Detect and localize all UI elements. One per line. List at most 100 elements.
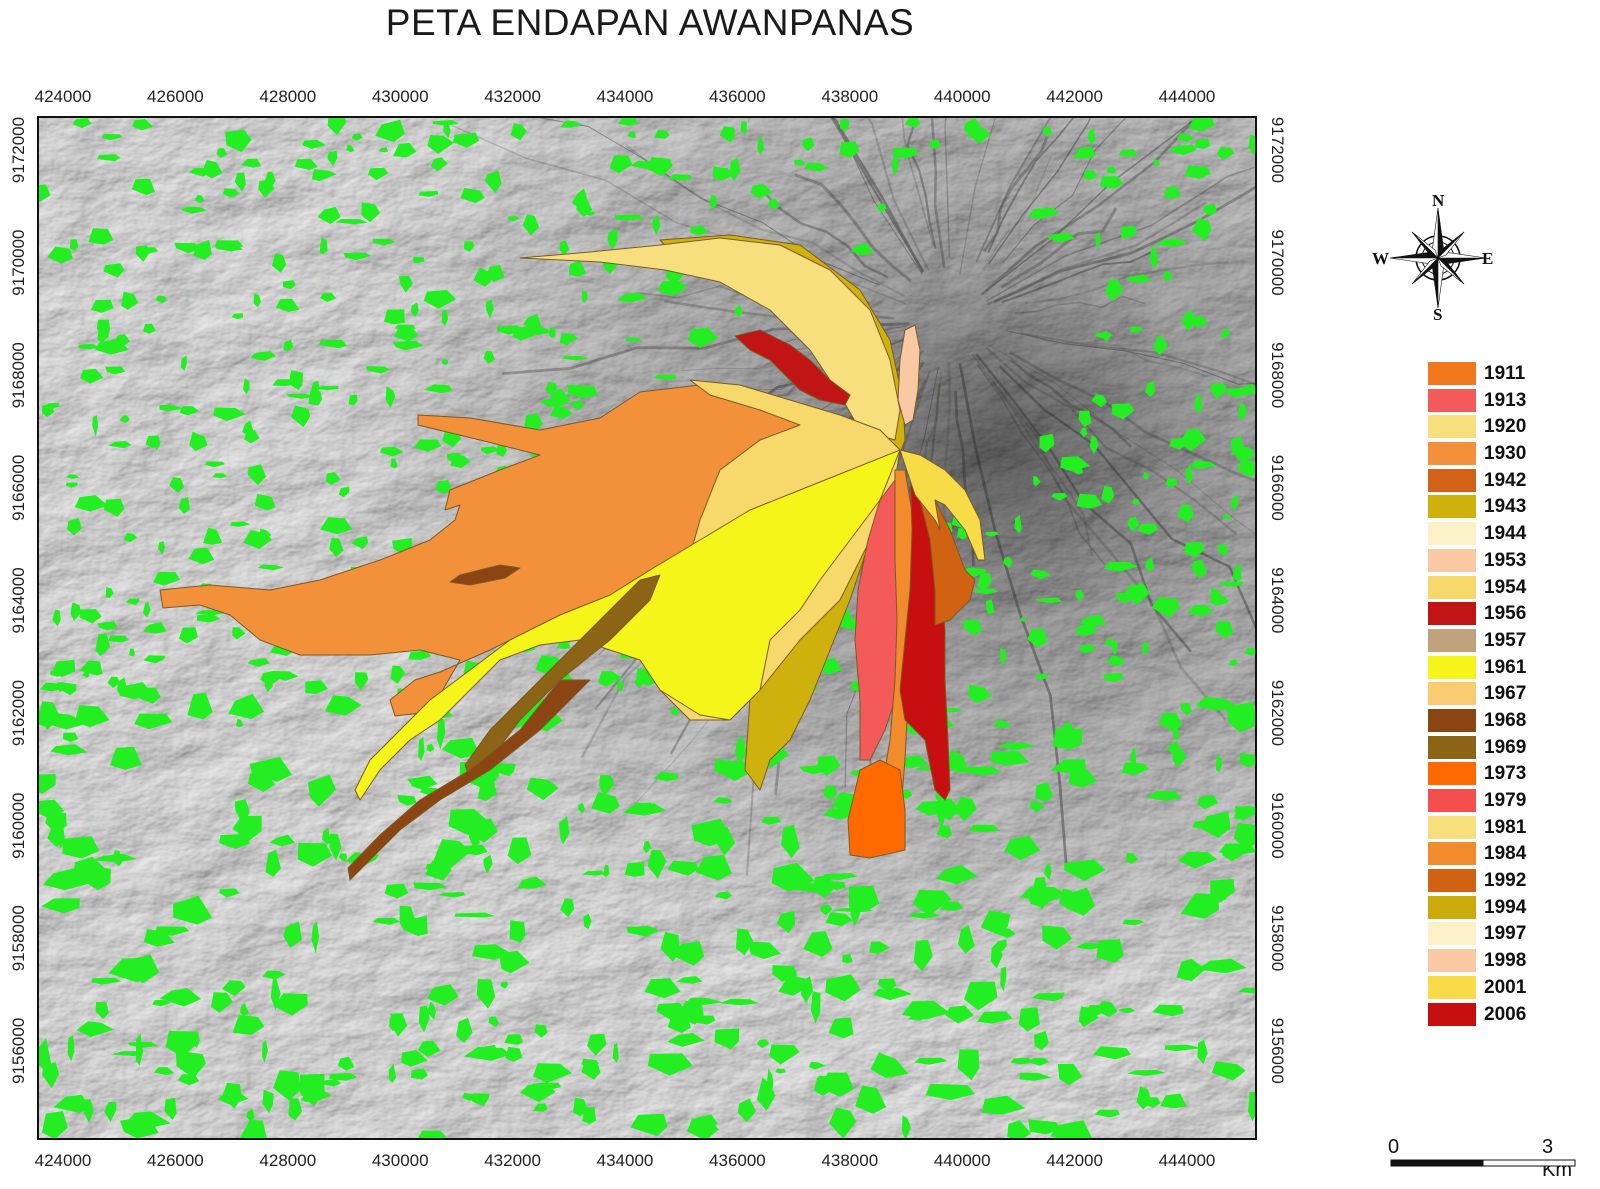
vegetation-patch [505,1046,523,1062]
vegetation-patch [272,253,287,273]
vegetation-patch [1237,459,1256,477]
vegetation-patch [448,808,488,836]
legend-item-1911: 1911 [1428,361,1578,388]
vegetation-patch [1080,146,1095,158]
vegetation-patch [550,406,574,419]
legend-label: 1942 [1484,469,1527,491]
legend-label: 1930 [1484,443,1527,465]
x-axis-top: 424000 426000 428000 430000 432000 434000 4360… [35,87,1216,106]
vegetation-patch [1185,464,1193,484]
legend-label: 1967 [1484,683,1527,705]
vegetation-patch [60,682,77,696]
vegetation-patch [1183,541,1205,558]
drainage-ridge [988,344,1256,535]
vegetation-patch [1197,700,1234,711]
legend-swatch [1428,1002,1476,1026]
vegetation-patch [688,327,719,348]
vegetation-patch [617,681,624,692]
vegetation-patch [626,925,660,937]
vegetation-patch [91,977,121,985]
vegetation-patch [329,1073,357,1081]
vegetation-patch [153,571,180,586]
vegetation-patch [249,757,293,782]
vegetation-patch [351,133,363,141]
vegetation-patch [95,1002,109,1019]
vegetation-patch [159,404,185,412]
vegetation-patch [977,1011,1013,1024]
vegetation-patch [957,1049,980,1081]
vegetation-patch [1103,672,1125,683]
legend-label: 1979 [1484,790,1527,811]
legend-label: 2006 [1484,1003,1527,1025]
vegetation-patch [776,911,796,934]
vegetation-patch [327,150,338,167]
vegetation-patch [322,827,331,845]
legend-swatch [1428,815,1476,839]
deposit-1968b [449,564,521,586]
vegetation-patch [1087,128,1096,145]
vegetation-patch [1101,485,1115,504]
legend-item-1968: 1968 [1428,708,1578,735]
vegetation-patch [107,676,120,688]
vegetation-patch [152,999,172,1007]
vegetation-patch [103,498,125,517]
x-tick-label: 424000 [35,1151,92,1170]
vegetation-patch [1187,604,1214,617]
vegetation-patch [221,980,246,996]
legend-label: 1992 [1484,870,1527,892]
vegetation-patch [954,796,977,822]
drainage-ridge [991,379,1227,721]
vegetation-patch [507,837,532,865]
vegetation-patch [219,834,250,849]
vegetation-patch [216,148,228,158]
vegetation-patch [583,913,592,930]
vegetation-patch [485,170,502,193]
vegetation-patch [957,924,975,954]
y-tick-label: 9168000 [9,342,28,408]
legend-label: 1981 [1484,816,1527,838]
legend-label: 1913 [1484,389,1527,411]
vegetation-patch [275,298,300,312]
legend-item-1961: 1961 [1428,655,1578,682]
vegetation-patch [855,1085,887,1114]
vegetation-patch [441,309,448,326]
vegetation-patch [441,737,480,759]
vegetation-patch [232,815,262,842]
vegetation-patch [1180,702,1193,716]
x-axis-bottom: 424000 426000 428000 430000 432000 434000 4360… [35,1151,1216,1170]
vegetation-patch [909,912,941,919]
vegetation-patch [109,746,142,770]
legend-swatch [1428,628,1476,652]
legend-swatch [1428,869,1476,893]
drainage-ridge [987,117,1076,254]
legend-item-1956: 1956 [1428,601,1578,628]
vegetation-patch [568,260,587,277]
vegetation-patch [97,330,110,343]
vegetation-patch [1035,597,1063,604]
vegetation-patch [618,117,638,126]
vegetation-patch [1165,477,1178,488]
vegetation-patch [892,147,919,159]
vegetation-patch [90,299,114,313]
vegetation-patch [62,732,79,742]
vegetation-patch [1028,1119,1060,1135]
legend-label: 1997 [1484,923,1527,945]
vegetation-patch [1039,433,1055,453]
vegetation-patch [925,1083,975,1100]
vegetation-patch [559,120,582,128]
vegetation-patch [67,518,82,536]
vegetation-patch [1222,514,1232,520]
legend-label: 1994 [1484,896,1527,918]
vegetation-patch [940,901,963,911]
vegetation-patch [1188,117,1215,132]
vegetation-patch [825,912,853,927]
vegetation-patch [1066,887,1095,916]
vegetation-patch [1184,165,1212,179]
vegetation-patch [808,1062,826,1070]
vegetation-patch [218,1094,249,1105]
vegetation-patch [176,1031,193,1052]
legend-label: 1911 [1484,363,1526,384]
vegetation-patch [173,895,213,925]
vegetation-patch [830,881,847,891]
vegetation-patch [366,366,390,374]
